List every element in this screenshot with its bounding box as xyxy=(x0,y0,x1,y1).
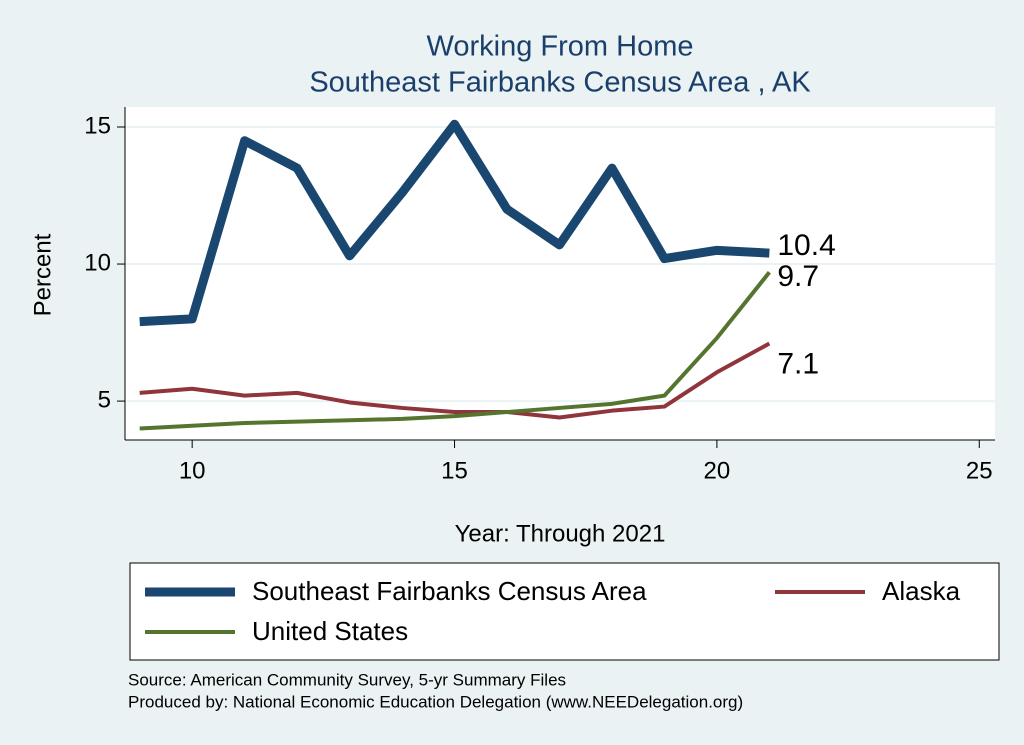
y-tick-label: 5 xyxy=(98,386,111,413)
x-tick-label: 25 xyxy=(966,457,993,484)
source-note: Source: American Community Survey, 5-yr … xyxy=(128,670,566,689)
y-axis-label: Percent xyxy=(29,233,56,316)
x-axis-label: Year: Through 2021 xyxy=(455,520,666,547)
series-line xyxy=(139,271,771,431)
end-label: 10.4 xyxy=(777,229,835,262)
x-tick-label: 10 xyxy=(179,457,206,484)
series-line xyxy=(139,341,771,420)
legend-label: United States xyxy=(252,616,408,646)
x-tick-label: 20 xyxy=(704,457,731,484)
producer-note: Produced by: National Economic Education… xyxy=(128,692,743,711)
chart-title: Working From Home xyxy=(427,31,694,63)
y-tick-label: 10 xyxy=(84,249,111,276)
chart-subtitle: Southeast Fairbanks Census Area , AK xyxy=(309,67,811,99)
plot-area xyxy=(125,107,995,440)
y-tick-label: 15 xyxy=(84,112,111,139)
series-line xyxy=(139,119,770,327)
legend-label: Alaska xyxy=(882,576,961,606)
end-label: 7.1 xyxy=(777,347,819,380)
x-tick-label: 15 xyxy=(441,457,468,484)
legend-box xyxy=(129,562,1000,661)
end-label: 9.7 xyxy=(777,260,819,293)
legend-label: Southeast Fairbanks Census Area xyxy=(252,576,647,606)
